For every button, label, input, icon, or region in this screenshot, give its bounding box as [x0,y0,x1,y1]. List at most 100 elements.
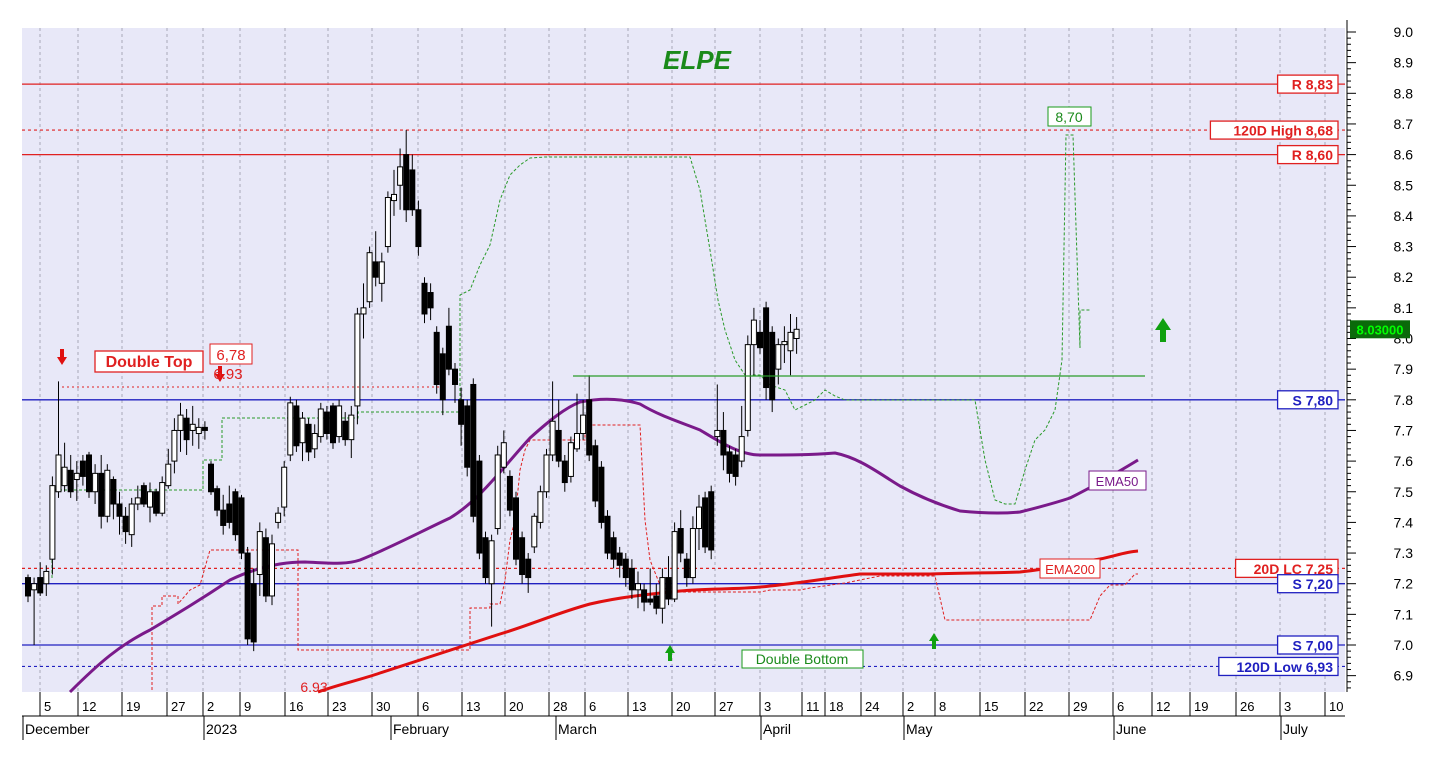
candle-body [641,589,648,603]
y-tick-label: 7.3 [1394,545,1414,561]
level-label: 20D LC 7.25 [1254,561,1334,577]
candle-body [732,454,739,477]
x-tick-label: 10 [1329,699,1343,714]
candle [98,454,105,529]
candle-body [696,506,702,530]
x-tick-label: 8 [939,699,946,714]
double-top-value: 6,78 [216,347,245,364]
y-tick-label: 8.5 [1394,177,1414,193]
candle-body [378,261,385,284]
level-label-box [1276,74,1339,94]
candle-body [702,497,709,548]
candle-body [61,466,68,487]
candle [470,378,477,523]
candle [195,418,202,449]
candle-body [470,383,477,517]
candle [238,494,245,560]
month-label: March [558,721,597,737]
candle [61,442,68,492]
candle [659,568,666,624]
candle [781,326,788,364]
candle-body [750,319,757,346]
candle [110,476,117,520]
candle-body [574,433,580,450]
candle-body [635,583,641,591]
candle-body [287,402,294,456]
candle-body [513,497,519,560]
candle [793,317,800,354]
candle-body [397,166,404,186]
candle-body [128,503,135,536]
level-label: R 8,83 [1292,77,1333,93]
candle [769,326,776,413]
candle [305,418,312,462]
candle [427,283,434,321]
candle [531,513,538,554]
candle-body [384,197,391,248]
candle-body [445,325,452,370]
candle-body [323,411,330,435]
candle [720,412,727,471]
month-label: May [906,721,932,737]
candle [494,445,501,535]
ema200-label-box [1039,558,1101,579]
candle-body [494,454,501,530]
candle-body [189,423,196,431]
level-label-box [1209,120,1339,140]
candle [79,454,86,486]
candle-body [153,491,160,514]
double-top-low-label: 6.93 [213,366,242,383]
candle-body [110,478,117,505]
candle-body [781,341,788,346]
candle [92,464,99,505]
candle-body [708,491,715,551]
candle-body [726,451,733,474]
candle-body [293,405,300,447]
y-tick-label: 7.8 [1394,392,1414,408]
candle-body [744,344,751,431]
candle [647,568,654,606]
annotations: Double Top 6,78 6.93 6.93 Double Bottom 8,70 E… [57,106,1171,695]
candle [299,412,306,462]
candle [433,326,440,394]
candle-body [403,154,410,211]
candle [262,528,269,603]
bottom-low-label: 6.93 [300,679,327,695]
candle [49,476,56,575]
x-tick-label: 29 [1073,699,1087,714]
ema50-label: EMA50 [1096,474,1139,489]
month-label: 2023 [206,721,237,737]
x-tick-label: 13 [466,699,480,714]
candle-body [134,497,141,505]
candle-body [458,399,465,425]
candle-body [37,577,44,594]
candle-body [787,331,794,352]
candle [708,485,715,560]
candle [122,507,129,544]
candle-body [769,331,776,401]
candle-body [543,454,550,493]
x-tick-label: 19 [126,699,140,714]
candle-body [98,472,105,517]
candle-body [464,405,471,468]
candle [360,283,367,339]
candle [25,574,31,603]
candle-body [604,515,611,554]
candle-body [232,491,239,536]
candle [476,454,483,560]
y-tick-label: 8.9 [1394,55,1414,71]
candle [561,454,568,492]
candle-body [433,331,440,385]
candle [86,451,92,498]
candle [177,402,184,452]
candle-body [67,469,74,493]
y-axis: 9.08.98.88.78.68.58.48.38.28.18.07.97.87… [1346,20,1414,692]
candle [201,421,208,440]
y-tick-label: 7.7 [1394,422,1414,438]
candle-body [220,509,227,526]
candle [525,553,532,593]
candle-body [116,503,123,517]
y-tick-label: 7.2 [1394,576,1414,592]
x-tick-label: 24 [865,699,879,714]
